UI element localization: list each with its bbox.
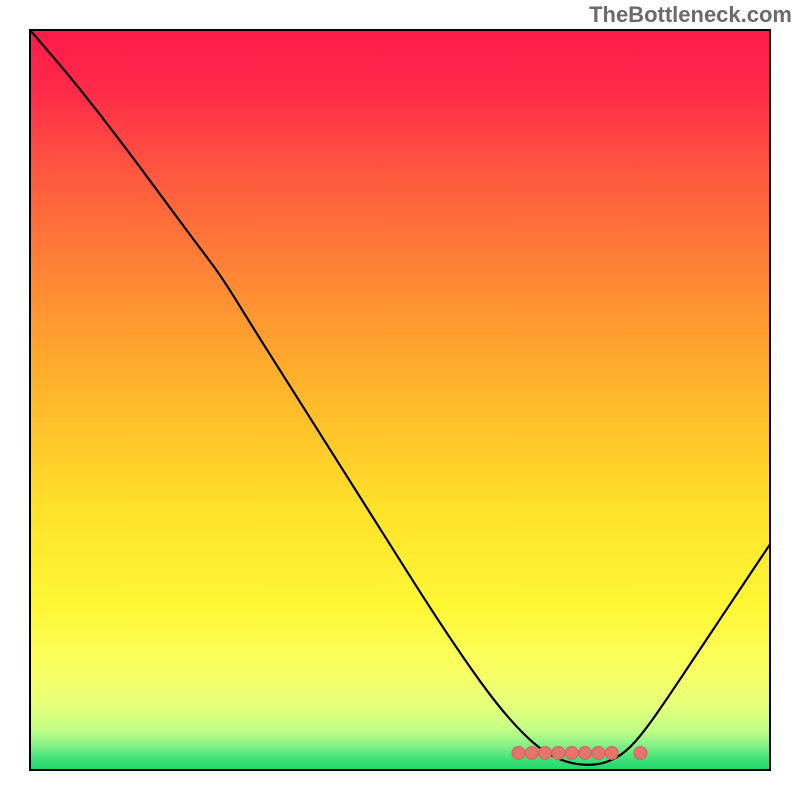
marker-dot xyxy=(565,746,578,759)
marker-dot xyxy=(525,746,538,759)
marker-dot xyxy=(605,746,618,759)
marker-dot xyxy=(552,746,565,759)
bottleneck-chart xyxy=(0,0,800,800)
marker-dot xyxy=(539,746,552,759)
marker-dot xyxy=(579,746,592,759)
marker-dot xyxy=(512,746,525,759)
marker-dot xyxy=(592,746,605,759)
watermark-text: TheBottleneck.com xyxy=(589,2,792,28)
gradient-background xyxy=(30,30,770,770)
marker-dot xyxy=(634,746,647,759)
